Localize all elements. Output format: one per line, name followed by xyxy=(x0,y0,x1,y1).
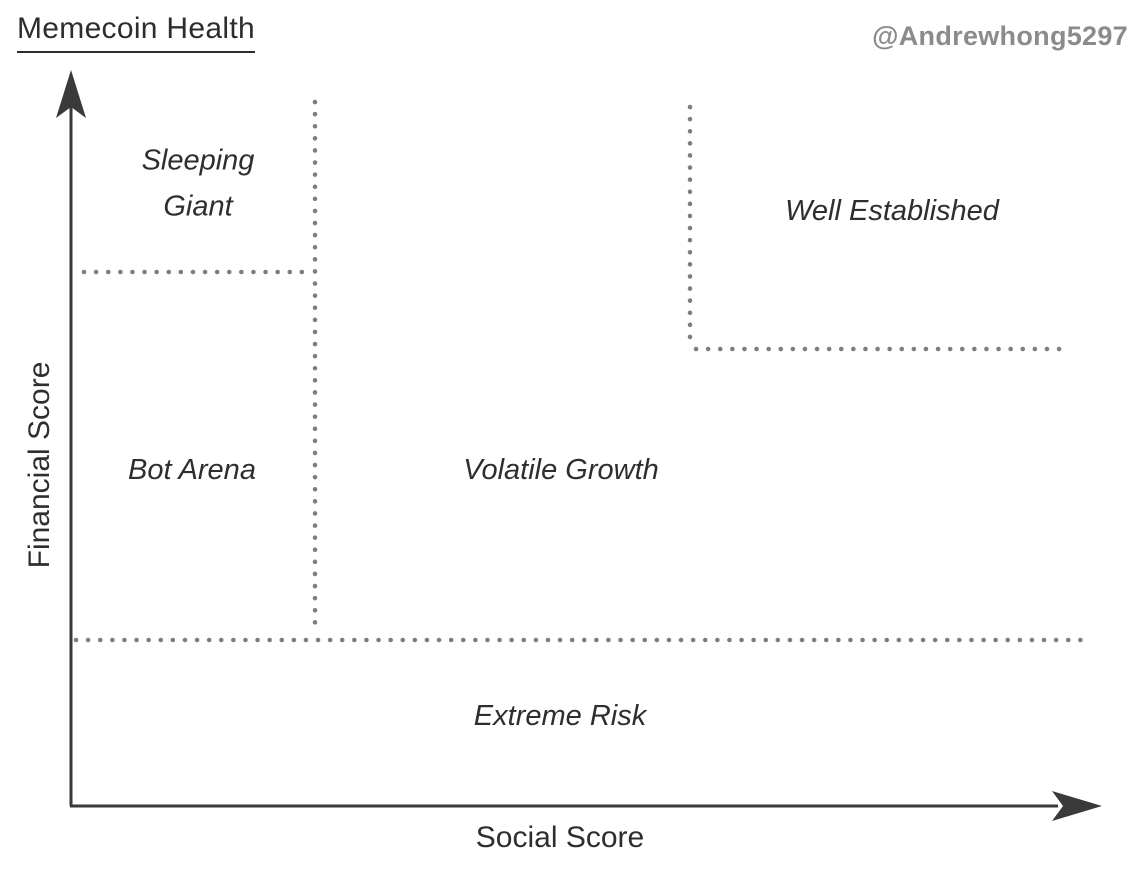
watermark-credit: @Andrewhong5297 xyxy=(872,21,1128,51)
region-label-sleeping-giant: Sleeping Giant xyxy=(141,144,255,223)
page-title: Memecoin Health xyxy=(17,12,255,53)
y-axis-label: Financial Score xyxy=(23,361,56,569)
region-label-well-established: Well Established xyxy=(785,194,999,227)
y-axis-arrowhead-icon xyxy=(56,70,86,118)
region-label-volatile-growth: Volatile Growth xyxy=(463,453,659,486)
x-axis-arrowhead-icon xyxy=(1052,791,1102,821)
region-label-bot-arena: Bot Arena xyxy=(128,453,256,486)
x-axis-label: Social Score xyxy=(475,821,645,854)
region-label-extreme-risk: Extreme Risk xyxy=(473,699,647,732)
